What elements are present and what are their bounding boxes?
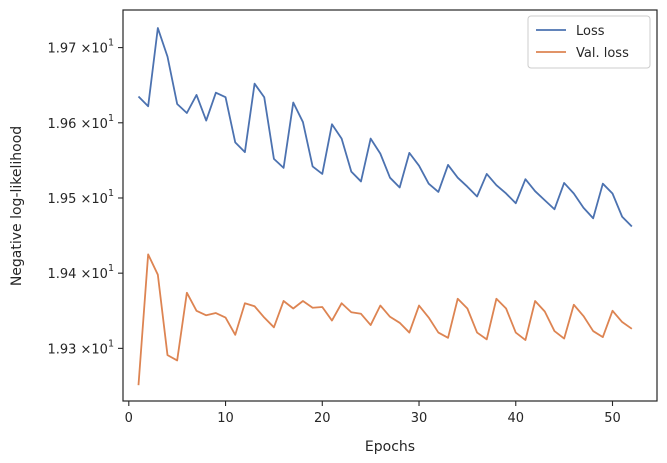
x-tick-label: 10 bbox=[217, 411, 234, 426]
y-tick-label: 1.95 ×101 bbox=[47, 188, 114, 207]
legend-box bbox=[527, 15, 651, 69]
y-tick-label: 1.93 ×101 bbox=[47, 338, 114, 357]
legend: Loss Val. loss bbox=[527, 15, 651, 69]
series-line-val-loss bbox=[137, 253, 633, 386]
x-tick-label: 40 bbox=[507, 411, 524, 426]
x-tick-label: 30 bbox=[411, 411, 428, 426]
series-line-loss bbox=[137, 27, 633, 228]
x-axis-label: Epochs bbox=[365, 439, 415, 455]
legend-label: Loss bbox=[576, 24, 605, 39]
x-ticks: 0 10 20 30 40 50 bbox=[125, 401, 621, 426]
plot-frame bbox=[122, 9, 658, 402]
series-lines bbox=[137, 27, 633, 386]
x-tick-label: 50 bbox=[604, 411, 621, 426]
x-tick-label: 0 bbox=[125, 411, 133, 426]
y-tick-label: 1.97 ×101 bbox=[47, 38, 114, 57]
x-tick-label: 20 bbox=[314, 411, 331, 426]
y-axis-label: Negative log-likelihood bbox=[9, 126, 25, 286]
y-tick-label: 1.94 ×101 bbox=[47, 263, 114, 282]
y-tick-label: 1.96 ×101 bbox=[47, 113, 114, 132]
y-ticks: 1.93 ×101 1.94 ×101 1.95 ×101 1.96 ×101 1.97… bbox=[47, 38, 123, 357]
legend-label: Val. loss bbox=[576, 46, 629, 61]
